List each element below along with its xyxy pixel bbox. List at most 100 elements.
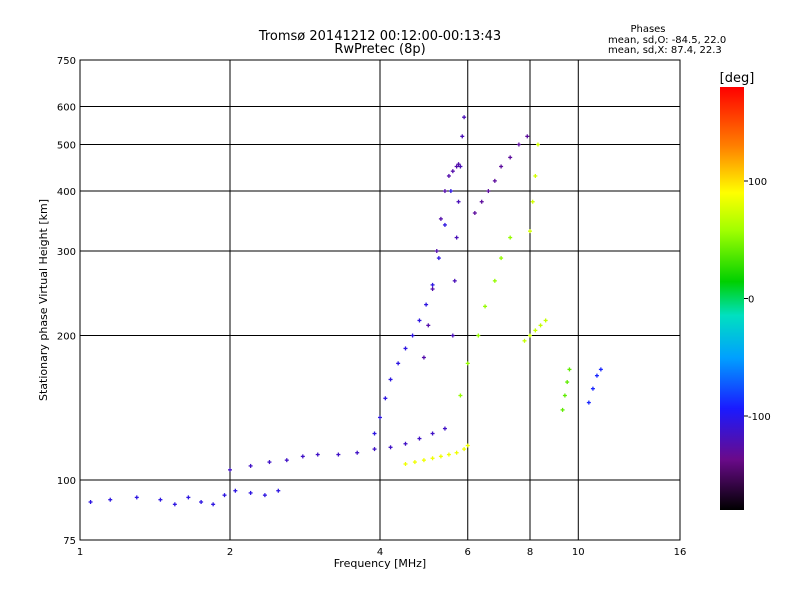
data-point: [426, 323, 431, 328]
data-point: [438, 216, 443, 221]
data-point: [452, 278, 457, 283]
data-point: [560, 407, 565, 412]
data-point: [446, 452, 451, 457]
data-point: [315, 452, 320, 457]
data-point: [533, 328, 538, 333]
phases-info-title: Phases: [630, 24, 665, 35]
x-tick-label: 1: [77, 547, 83, 558]
data-point: [403, 461, 408, 466]
phases-info-o: mean, sd,O: -84.5, 22.0: [608, 35, 726, 46]
data-point: [438, 454, 443, 459]
data-point: [372, 431, 377, 436]
data-point: [460, 134, 465, 139]
data-point: [88, 499, 93, 504]
data-point: [421, 355, 426, 360]
data-point: [462, 447, 467, 452]
data-point: [530, 199, 535, 204]
data-point: [267, 460, 272, 465]
data-point: [383, 396, 388, 401]
data-point: [483, 304, 488, 309]
data-point: [158, 497, 163, 502]
data-point: [562, 393, 567, 398]
data-point: [300, 454, 305, 459]
data-point: [528, 333, 532, 338]
data-point: [476, 333, 481, 338]
x-tick-label: 2: [227, 547, 233, 558]
x-tick-label: 6: [465, 547, 471, 558]
y-tick-label: 750: [57, 56, 76, 67]
data-point: [442, 222, 447, 227]
data-point: [421, 458, 426, 463]
data-point: [172, 502, 177, 507]
chart-subtitle: RwPretec (8p): [334, 42, 425, 57]
data-point: [199, 499, 204, 504]
data-point: [108, 497, 113, 502]
data-point: [516, 142, 521, 147]
y-axis-label: Stationary phase Virtual Height [km]: [37, 199, 50, 401]
data-point: [454, 164, 459, 169]
x-tick-label: 8: [527, 547, 533, 558]
data-point: [388, 377, 393, 382]
data-point: [448, 189, 453, 194]
data-point: [456, 162, 461, 167]
data-point: [336, 452, 341, 457]
data-point: [436, 256, 441, 261]
colorbar-tick-label: -100: [748, 412, 771, 423]
data-point: [450, 333, 455, 338]
data-point: [434, 249, 439, 254]
phases-info-x: mean, sd,X: 87.4, 22.3: [608, 45, 722, 56]
data-point: [486, 189, 491, 194]
data-point: [472, 211, 477, 216]
x-tick-label: 10: [572, 547, 585, 558]
data-point: [424, 302, 429, 307]
data-point: [372, 447, 377, 452]
data-point: [567, 367, 572, 372]
data-point: [465, 443, 470, 448]
data-point: [378, 415, 382, 420]
y-tick-label: 600: [57, 103, 76, 114]
data-point: [528, 229, 532, 234]
data-point: [248, 490, 253, 495]
data-point: [388, 445, 393, 450]
data-point: [442, 189, 447, 194]
data-point: [454, 235, 459, 240]
data-points: [88, 115, 603, 507]
data-point: [450, 169, 455, 174]
data-point: [598, 367, 603, 372]
data-point: [543, 318, 548, 323]
data-point: [410, 333, 415, 338]
data-point: [211, 502, 216, 507]
y-tick-label: 100: [57, 476, 76, 487]
data-point: [538, 323, 543, 328]
y-tick-label: 300: [57, 247, 76, 258]
y-tick-label: 400: [57, 187, 76, 198]
data-point: [262, 493, 267, 498]
x-axis-label: Frequency [MHz]: [334, 557, 426, 570]
colorbar-ticks: 100 0 -100: [744, 177, 771, 423]
data-point: [417, 318, 422, 323]
data-point: [479, 199, 484, 204]
data-point: [430, 431, 435, 436]
data-point: [590, 386, 595, 391]
axis-ticks: 1 2 4 6 8 10 16 75 100 200 300 400 500 600 750: [57, 56, 686, 558]
data-point: [454, 450, 459, 455]
data-point: [412, 460, 417, 465]
data-point: [403, 441, 408, 446]
data-point: [565, 380, 570, 385]
data-point: [508, 155, 513, 160]
data-point: [222, 493, 227, 498]
data-point: [396, 361, 401, 366]
data-point: [522, 338, 527, 343]
y-tick-label: 75: [63, 536, 76, 547]
data-point: [417, 436, 422, 441]
data-point: [499, 164, 504, 169]
data-point: [525, 134, 530, 139]
data-point: [456, 199, 461, 204]
data-point: [458, 393, 463, 398]
data-point: [533, 173, 538, 178]
data-point: [586, 400, 591, 405]
data-point: [430, 456, 435, 461]
chart-title: Tromsø 20141212 00:12:00-00:13:43: [258, 29, 501, 44]
data-point: [248, 463, 253, 468]
